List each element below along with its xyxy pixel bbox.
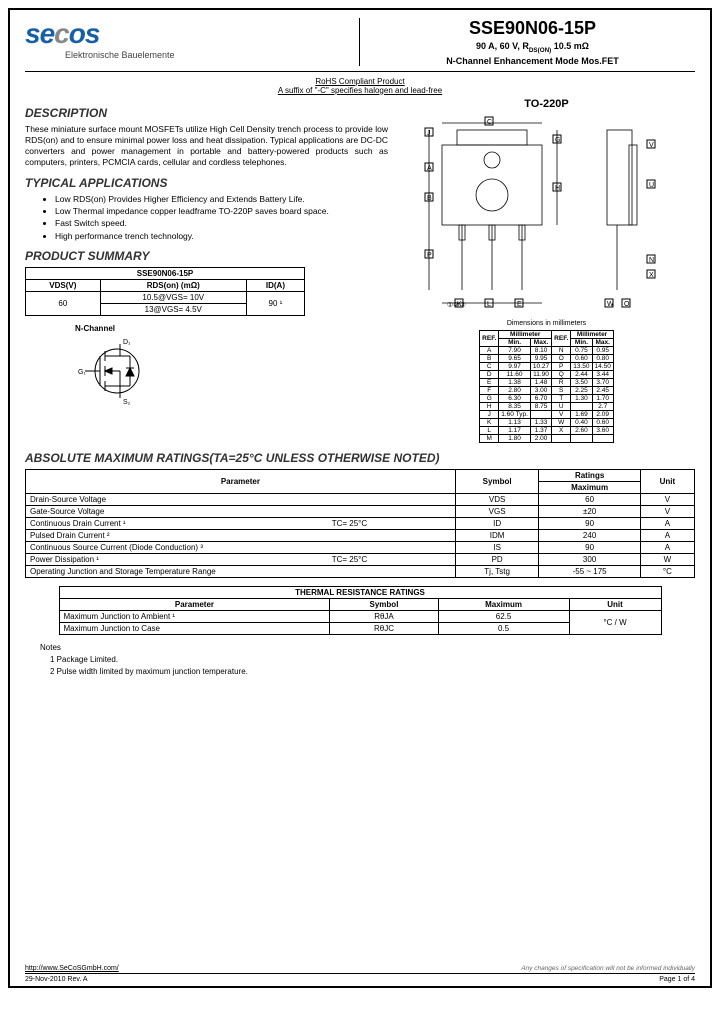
summary-title: PRODUCT SUMMARY	[25, 249, 388, 263]
rohs-notice: RoHS Compliant Product A suffix of "-C" …	[25, 77, 695, 95]
note-item: 1 Package Limited.	[50, 655, 695, 664]
description-text: These miniature surface mount MOSFETs ut…	[25, 124, 388, 168]
spec-line-1: 90 A, 60 V, RDS(ON) 10.5 mΩ	[370, 41, 695, 54]
applications-list: Low RDS(on) Provides Higher Efficiency a…	[55, 194, 388, 241]
package-label: TO-220P	[398, 98, 695, 110]
thermal-table: THERMAL RESISTANCE RATINGS Parameter Sym…	[59, 586, 662, 635]
note-item: 2 Pulse width limited by maximum junctio…	[50, 667, 695, 676]
svg-text:D₁: D₁	[123, 339, 131, 346]
summary-table: SSE90N06-15P VDS(V) RDS(on) (mΩ) ID(A) 6…	[25, 267, 305, 316]
td-rds1: 10.5@VGS= 10V	[100, 291, 246, 303]
header-right: SSE90N06-15P 90 A, 60 V, RDS(ON) 10.5 mΩ…	[360, 18, 695, 66]
maxratings-table: Parameter Symbol Ratings Unit Maximum Dr…	[25, 469, 695, 578]
main-columns: DESCRIPTION These miniature surface moun…	[25, 98, 695, 443]
svg-text:V: V	[649, 142, 654, 149]
header-left: secos Elektronische Bauelemente	[25, 18, 360, 66]
td-rds2: 13@VGS= 4.5V	[100, 303, 246, 315]
footer-date: 29-Nov-2010 Rev. A	[25, 976, 88, 983]
td-vds: 60	[26, 291, 101, 315]
svg-text:S₂: S₂	[123, 399, 131, 406]
th-id: ID(A)	[246, 279, 304, 291]
footer-page: Page 1 of 4	[659, 976, 695, 983]
svg-text:K: K	[457, 301, 462, 308]
notes-title: Notes	[40, 643, 695, 652]
svg-text:L: L	[487, 301, 491, 308]
svg-text:G: G	[555, 137, 560, 144]
company-logo: secos	[25, 18, 349, 50]
nchannel-label: N-Channel	[75, 324, 388, 333]
svg-text:E: E	[517, 301, 522, 308]
svg-text:W: W	[607, 301, 614, 308]
right-column: TO-220P	[398, 98, 695, 443]
datasheet-page: secos Elektronische Bauelemente SSE90N06…	[8, 8, 712, 988]
dimensions-table: REF. Millimeter REF. Millimeter Min.Max.…	[479, 330, 614, 443]
app-item: Low RDS(on) Provides Higher Efficiency a…	[55, 194, 388, 204]
notes-section: Notes 1 Package Limited. 2 Pulse width l…	[50, 643, 695, 676]
svg-text:O: O	[624, 301, 630, 308]
svg-text:G₁: G₁	[78, 369, 86, 376]
footer-url: http://www.SeCoSGmbH.com/	[25, 965, 119, 972]
description-title: DESCRIPTION	[25, 106, 388, 120]
spec-line-2: N-Channel Enhancement Mode Mos.FET	[370, 56, 695, 66]
svg-text:J: J	[427, 130, 431, 137]
maxratings-title: ABSOLUTE MAXIMUM RATINGS(TA=25°C UNLESS …	[25, 451, 695, 465]
footer: 29-Nov-2010 Rev. A Page 1 of 4	[25, 973, 695, 983]
mosfet-icon: G₁ D₁ S₂	[75, 336, 165, 406]
logo-text-1: se	[25, 18, 54, 49]
thermal-title: THERMAL RESISTANCE RATINGS	[59, 586, 661, 598]
package-outline-icon: ①②③ J A B P G H C K L E V U N X	[407, 115, 687, 315]
svg-text:P: P	[427, 252, 432, 259]
mosfet-symbol: G₁ D₁ S₂	[75, 336, 388, 408]
th-vds: VDS(V)	[26, 279, 101, 291]
company-subtitle: Elektronische Bauelemente	[65, 50, 349, 60]
footer-disclaimer: Any changes of specification will not be…	[521, 965, 695, 972]
part-number: SSE90N06-15P	[370, 18, 695, 39]
app-item: High performance trench technology.	[55, 231, 388, 241]
svg-text:B: B	[427, 195, 432, 202]
app-item: Low Thermal impedance copper leadframe T…	[55, 206, 388, 216]
svg-text:N: N	[649, 257, 654, 264]
left-column: DESCRIPTION These miniature surface moun…	[25, 98, 388, 443]
svg-text:H: H	[555, 185, 560, 192]
svg-text:A: A	[427, 165, 432, 172]
svg-text:C: C	[487, 119, 492, 126]
td-id: 90 ¹	[246, 291, 304, 315]
th-rds: RDS(on) (mΩ)	[100, 279, 246, 291]
package-diagram: ①②③ J A B P G H C K L E V U N X	[398, 115, 695, 317]
app-item: Fast Switch speed.	[55, 218, 388, 228]
svg-text:X: X	[649, 272, 654, 279]
dimensions-note: Dimensions in millimeters	[398, 320, 695, 327]
logo-text-3: os	[69, 18, 100, 49]
applications-title: TYPICAL APPLICATIONS	[25, 176, 388, 190]
summary-part: SSE90N06-15P	[26, 267, 305, 279]
logo-text-2: c	[54, 18, 69, 49]
svg-text:U: U	[649, 182, 654, 189]
header: secos Elektronische Bauelemente SSE90N06…	[25, 18, 695, 72]
